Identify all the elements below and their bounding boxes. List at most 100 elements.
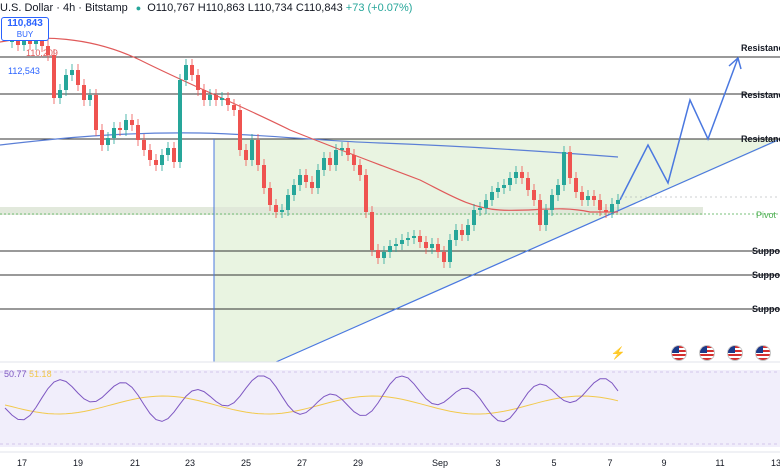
symbol-header: U.S. Dollar · 4h · Bitstamp ● O110,767 H11… <box>0 2 412 14</box>
x-axis-tick: 9 <box>661 458 667 468</box>
candle-body <box>286 195 290 210</box>
us-flag-icon[interactable] <box>672 346 686 360</box>
candle-body <box>184 65 188 80</box>
candle-body <box>358 165 362 175</box>
candle-body <box>16 40 20 45</box>
candle-body <box>154 160 158 165</box>
rsi-value: 50.77 <box>4 369 27 379</box>
candle-body <box>322 158 326 170</box>
candle-body <box>568 152 572 178</box>
candle-body <box>178 80 182 162</box>
us-flag-icon[interactable] <box>700 346 714 360</box>
candle-body <box>418 236 422 242</box>
buy-price: 110,843 <box>7 18 43 29</box>
candle-body <box>136 125 140 140</box>
candle-body <box>100 130 104 145</box>
candle-body <box>436 244 440 252</box>
candle-body <box>382 252 386 258</box>
blue-moving-average <box>0 132 619 158</box>
x-axis-tick: 23 <box>184 458 196 468</box>
candle-body <box>472 210 476 225</box>
candle-body <box>352 155 356 165</box>
rsi-line <box>4 375 619 423</box>
candle-body <box>592 196 596 200</box>
candle-body <box>316 170 320 188</box>
candle-body <box>616 200 620 204</box>
symbol-title: U.S. Dollar · 4h · Bitstamp <box>0 2 128 14</box>
candle-body <box>124 120 128 130</box>
resistance-label-3: Resistance <box>741 134 780 144</box>
candle-body <box>292 185 296 195</box>
x-axis-tick: 17 <box>16 458 28 468</box>
candle-body <box>484 200 488 208</box>
candle-body <box>208 95 212 100</box>
x-axis-tick: 11 <box>715 458 725 468</box>
candle-body <box>172 148 176 162</box>
candle-body <box>232 105 236 110</box>
candle-body <box>460 230 464 235</box>
candle-body <box>52 55 56 98</box>
x-axis-tick: 19 <box>72 458 84 468</box>
candle-body <box>556 185 560 195</box>
candle-body <box>196 75 200 90</box>
x-axis-tick: 13 <box>770 458 780 468</box>
rsi-values: 50.77 51.18 <box>4 369 52 379</box>
candle-body <box>58 90 62 98</box>
candle-body <box>214 95 218 100</box>
us-flag-icon[interactable] <box>728 346 742 360</box>
candle-body <box>490 192 494 200</box>
candle-body <box>34 40 38 44</box>
us-flag-icon[interactable] <box>756 346 770 360</box>
candle-body <box>328 158 332 165</box>
candle-body <box>274 205 278 212</box>
candle-body <box>244 150 248 160</box>
candle-body <box>364 175 368 212</box>
projection-arrowhead <box>728 56 742 70</box>
pivot-label: Pivot <box>756 210 777 220</box>
candle-body <box>76 70 80 85</box>
buy-label: BUY <box>16 30 34 39</box>
candle-body <box>604 210 608 212</box>
candle-body <box>220 98 224 100</box>
resistance-label-2: Resistance <box>741 90 780 100</box>
candle-body <box>532 190 536 200</box>
candle-body <box>478 208 482 210</box>
projection-path <box>619 57 739 201</box>
candle-body <box>340 148 344 150</box>
candle-body <box>496 188 500 192</box>
candle-body <box>160 155 164 165</box>
candle-body <box>520 172 524 178</box>
pivot-zone <box>0 207 703 215</box>
x-axis-tick: 27 <box>296 458 308 468</box>
resistance-label-1: Resistance <box>741 43 780 53</box>
rsi-ma-value: 51.18 <box>29 369 52 379</box>
market-status-icon: ● <box>135 3 142 13</box>
candle-body <box>88 95 92 100</box>
candle-body <box>526 178 530 190</box>
candle-body <box>538 200 542 225</box>
x-axis-tick: 21 <box>129 458 141 468</box>
price-change: +73 (+0.07%) <box>345 2 413 14</box>
x-axis-tick: 5 <box>551 458 557 468</box>
candle-body <box>64 75 68 90</box>
candle-body <box>310 182 314 188</box>
x-axis-tick: 3 <box>495 458 501 468</box>
candle-body <box>442 252 446 262</box>
candle-body <box>394 244 398 246</box>
candle-body <box>82 85 86 100</box>
ascending-trendline <box>275 139 779 363</box>
buy-button[interactable]: 110,843 BUY <box>1 17 49 41</box>
candle-body <box>454 230 458 240</box>
candle-body <box>574 178 578 192</box>
lightning-event-icon[interactable]: ⚡ <box>610 346 626 360</box>
candle-body <box>238 110 242 150</box>
candle-body <box>502 185 506 188</box>
candle-body <box>40 40 44 46</box>
x-axis-tick: 29 <box>352 458 364 468</box>
candle-body <box>580 192 584 200</box>
candle-body <box>550 195 554 210</box>
ma-value-label: 110,209 <box>26 48 58 58</box>
candle-body <box>412 236 416 238</box>
candle-body <box>334 150 338 165</box>
